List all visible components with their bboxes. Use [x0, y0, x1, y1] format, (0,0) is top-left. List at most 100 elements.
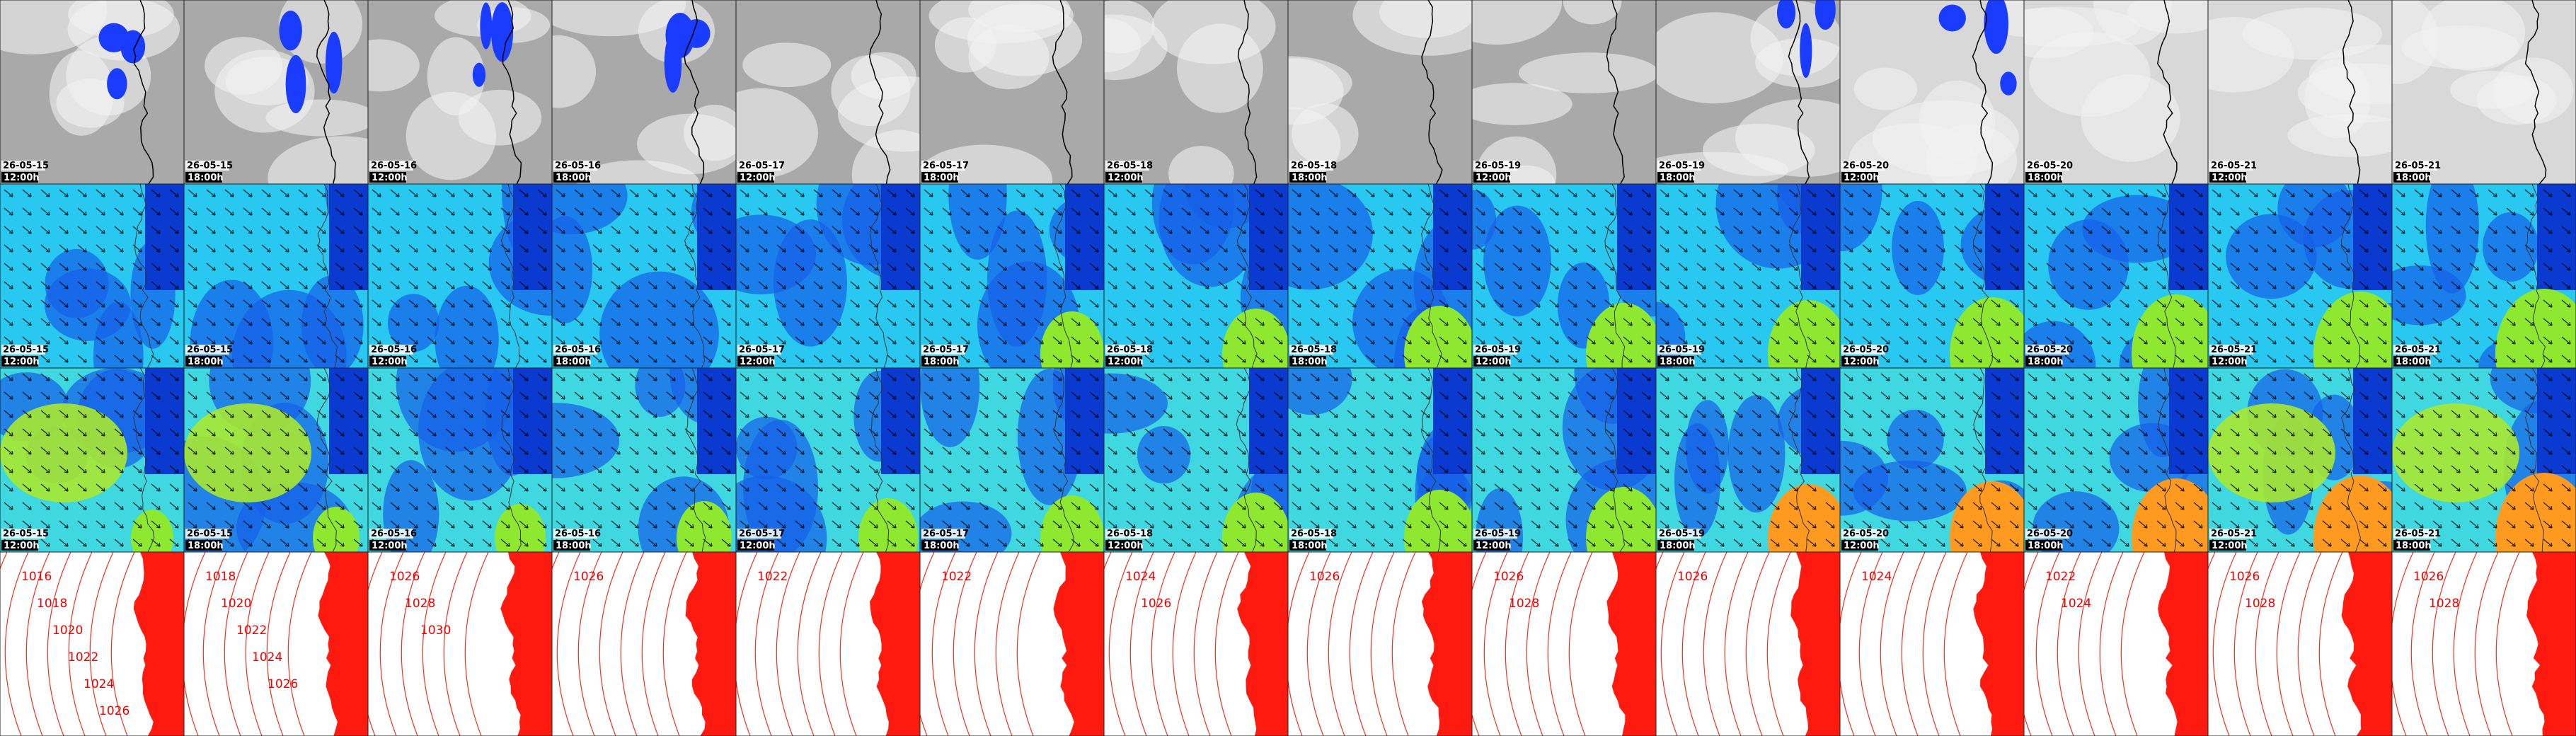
stamp-date: 26-05-21 — [2395, 529, 2441, 539]
stamp-date: 26-05-19 — [1475, 529, 1521, 539]
cloud — [967, 3, 1083, 76]
precip — [490, 2, 514, 62]
isobar-label: 1028 — [1509, 597, 1539, 611]
stamp-time: 18:00h — [2028, 357, 2064, 367]
stamp-date: 26-05-17 — [923, 529, 969, 539]
map-tile: 26-05-19 18:00h — [1656, 184, 1840, 368]
stamp-time: 12:00h — [1844, 357, 1880, 367]
stamp-bg — [1289, 161, 1333, 171]
wind-arrows — [1288, 184, 1472, 368]
cloud — [736, 88, 819, 178]
stamp-date: 26-05-15 — [187, 345, 233, 355]
wind-arrows — [2208, 184, 2392, 368]
wind-arrows — [920, 184, 1104, 368]
map-tile: 1026 1028 1030 — [368, 552, 552, 736]
map-tile: 26-05-15 12:00h — [0, 368, 184, 552]
stamp-date: 26-05-15 — [187, 529, 233, 539]
stamp-time: 18:00h — [2028, 173, 2064, 183]
isobar — [266, 552, 291, 736]
stamp-time: 18:00h — [188, 541, 224, 551]
stamp-date: 26-05-19 — [1659, 529, 1705, 539]
stamp-time: 12:00h — [2212, 357, 2248, 367]
isobar — [1745, 552, 1770, 736]
isobar — [202, 552, 227, 736]
map-tile: 26-05-15 18:00h — [184, 184, 368, 368]
stamp-time-bg — [1841, 540, 1878, 551]
coastline — [316, 368, 337, 552]
stamp-time-bg — [1657, 356, 1694, 367]
stamp-bg — [2393, 345, 2437, 355]
coastline — [501, 368, 522, 552]
stamp-time: 18:00h — [1292, 173, 1328, 183]
coastline — [870, 368, 890, 552]
cloud — [268, 136, 368, 184]
map-tile: 26-05-18 12:00h — [1104, 0, 1288, 184]
cloud — [1151, 0, 1276, 64]
stamp-time: 12:00h — [4, 173, 40, 183]
map-tile: 26-05-15 12:00h — [0, 184, 184, 368]
map-tile: 1026 — [1656, 552, 1840, 736]
stamp-date: 26-05-21 — [2211, 345, 2257, 355]
wind-arrows — [2024, 184, 2208, 368]
coastline — [133, 368, 155, 552]
isobar-label: 1028 — [2429, 597, 2459, 611]
map-tile: 26-05-15 18:00h — [184, 368, 368, 552]
stamp-bg — [2209, 529, 2253, 539]
coastline — [684, 0, 705, 184]
map-tile: 26-05-16 18:00h — [552, 0, 736, 184]
cloud — [1735, 99, 1840, 177]
stamp-date: 26-05-16 — [555, 161, 601, 171]
precip — [325, 31, 343, 94]
isobar — [89, 552, 114, 736]
map-tile: 1018 1020 1022 1024 1026 — [184, 552, 368, 736]
stamp-time-bg — [1289, 172, 1326, 183]
stamp-time: 18:00h — [1660, 541, 1696, 551]
stamp-date: 26-05-16 — [555, 529, 601, 539]
isobar — [974, 552, 999, 736]
cloud — [368, 39, 420, 92]
map-tile: 1016 1018 1020 1022 1024 1026 — [0, 552, 184, 736]
stamp-time: 18:00h — [924, 541, 960, 551]
stamp-time-bg — [737, 356, 774, 367]
stamp-bg — [185, 161, 229, 171]
stamp-time-bg — [1473, 356, 1510, 367]
precip — [1800, 23, 1812, 79]
stamp-bg — [1841, 529, 1885, 539]
isobar-label: 1026 — [389, 570, 420, 584]
stamp-date: 26-05-16 — [555, 345, 601, 355]
stamp-time: 18:00h — [1292, 357, 1328, 367]
isobar — [245, 552, 270, 736]
stamp-time-bg — [553, 356, 590, 367]
isobar — [1526, 552, 1551, 736]
stamp-bg — [2025, 345, 2069, 355]
map-tile: 26-05-18 12:00h — [1104, 184, 1288, 368]
cloud — [577, 160, 699, 184]
isobar — [1681, 552, 1706, 736]
stamp-bg — [737, 529, 781, 539]
stamp-date: 26-05-20 — [1843, 345, 1889, 355]
isobar — [2099, 552, 2124, 736]
stamp-bg — [553, 345, 597, 355]
map-tile: 26-05-15 12:00h — [0, 0, 184, 184]
stamp-time: 12:00h — [1844, 541, 1880, 551]
stamp-date: 26-05-18 — [1107, 529, 1153, 539]
coastline — [132, 0, 154, 184]
isobar — [1505, 552, 1529, 736]
isobar — [2057, 552, 2081, 736]
stamp-time-bg — [1841, 356, 1878, 367]
isobar-label: 1026 — [1141, 597, 1171, 611]
wind-arrows — [2392, 368, 2576, 552]
map-tile: 26-05-18 18:00h — [1288, 184, 1472, 368]
isobar-label: 1030 — [420, 623, 451, 638]
stamp-time: 18:00h — [556, 357, 592, 367]
isobar — [953, 552, 977, 736]
isobar — [2495, 552, 2520, 736]
map-tile: 26-05-17 18:00h — [920, 368, 1104, 552]
cloud — [683, 104, 736, 161]
stamp-bg — [921, 345, 965, 355]
coastline — [2158, 368, 2177, 552]
cloud — [2242, 7, 2383, 60]
map-tile: 26-05-15 18:00h — [184, 0, 368, 184]
precip — [1984, 0, 2009, 54]
stamp-bg — [369, 529, 413, 539]
